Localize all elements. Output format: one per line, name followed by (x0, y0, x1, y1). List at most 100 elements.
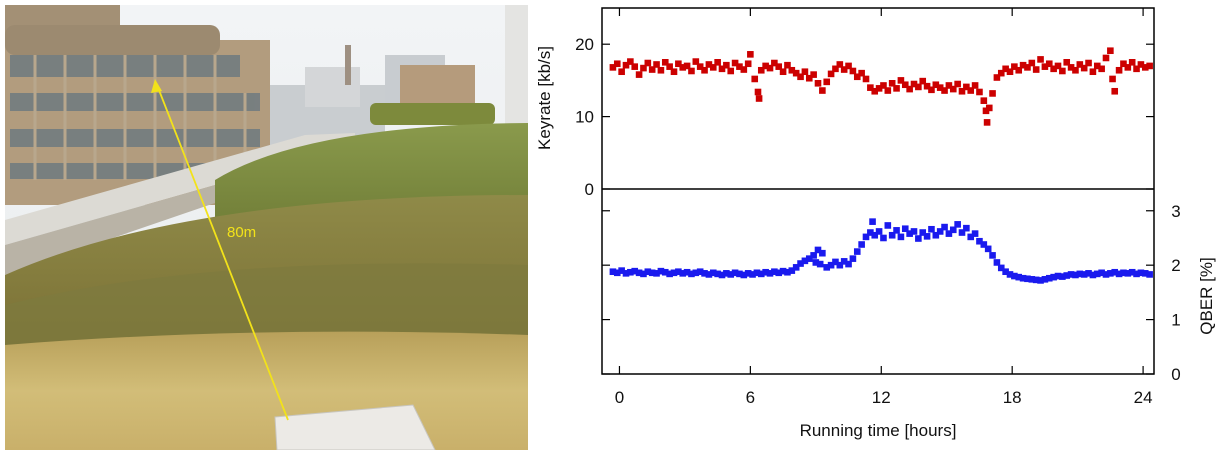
keyrate-point (910, 80, 918, 88)
qber-point (657, 267, 665, 275)
keyrate-point (1115, 66, 1123, 74)
keyrate-point (1076, 61, 1084, 68)
keyrate-point (1006, 68, 1014, 76)
qber-point (788, 267, 796, 274)
qber-point (1002, 268, 1009, 276)
keyrate-point (740, 66, 748, 73)
qber-point (1089, 271, 1097, 279)
qber-point (683, 268, 691, 276)
qber-point (679, 270, 687, 277)
keyrate-point (983, 119, 991, 126)
keyrate-point (1085, 59, 1092, 67)
qber-point (1037, 277, 1044, 284)
keyrate-point (1109, 75, 1116, 83)
qber-point (897, 233, 905, 241)
keyrate-point (1120, 60, 1127, 68)
qber-point (609, 268, 617, 276)
keyrate-point (797, 73, 804, 81)
x-tick-label: 6 (746, 388, 755, 407)
qber-point (810, 252, 817, 259)
keyrate-point (679, 64, 687, 71)
keyrate-point (701, 66, 708, 74)
keyrate-point (609, 64, 617, 71)
qber-tick-label: 2 (1171, 256, 1180, 275)
qber-point (993, 259, 1001, 266)
x-tick-label: 12 (872, 388, 891, 407)
keyrate-point (744, 60, 752, 68)
keyrate-point (827, 70, 835, 78)
qber-tick-label: 0 (1171, 365, 1180, 384)
keyrate-point (779, 68, 787, 76)
grass-near (5, 331, 528, 450)
qber-point (779, 267, 787, 275)
keyrate-axis-label: Keyrate [kb/s] (535, 46, 554, 150)
qber-point (740, 271, 748, 279)
keyrate-point (867, 84, 874, 91)
keyrate-point (919, 77, 927, 85)
qber-point (675, 268, 682, 276)
qber-point (1133, 270, 1140, 278)
qber-point (827, 261, 835, 269)
keyrate-point (805, 74, 813, 82)
qber-point (784, 268, 791, 276)
plot-frame (601, 7, 1155, 375)
qber-point (875, 228, 883, 235)
keyrate-point (775, 63, 783, 70)
qber-point (976, 237, 983, 245)
far-hedge (370, 103, 495, 125)
keyrate-point (1063, 59, 1071, 66)
keyrate-point (936, 84, 944, 91)
keyrate-point (1133, 65, 1140, 73)
keyrate-point (1037, 56, 1044, 63)
keyrate-point (1015, 66, 1023, 74)
qber-point (1115, 270, 1123, 278)
keyrate-point (845, 62, 852, 70)
keyrate-point (915, 83, 922, 91)
keyrate-point (1124, 64, 1132, 71)
keyrate-point (736, 63, 743, 70)
qber-point (757, 270, 765, 278)
qber-point (932, 231, 940, 239)
keyrate-point (1028, 59, 1036, 67)
qber-point (766, 270, 774, 277)
qber-point (971, 230, 979, 237)
keyrate-point (832, 65, 839, 73)
chimney (345, 45, 351, 85)
qber-point (858, 241, 865, 248)
qber-point (622, 270, 630, 277)
distant-building (400, 65, 475, 110)
qber-point (901, 225, 909, 233)
keyrate-point (657, 66, 665, 74)
qber-point (915, 235, 922, 242)
keyrate-point (941, 87, 948, 94)
qber-point (849, 255, 857, 262)
keyrate-point (1011, 63, 1018, 70)
keyrate-point (635, 71, 643, 78)
keyrate-point (784, 61, 791, 69)
keyrate-point (923, 82, 931, 90)
keyrate-point (709, 64, 717, 71)
qber-point (997, 264, 1005, 272)
keyrate-point (613, 60, 621, 68)
keyrate-point (888, 79, 896, 87)
qber-point (906, 230, 913, 237)
pillar (505, 5, 528, 125)
qber-point (1124, 270, 1132, 277)
keyrate-point (1102, 54, 1110, 62)
qber-point (1019, 274, 1027, 282)
qber-point (631, 267, 639, 275)
keyrate-point (631, 63, 639, 70)
keyrate-point (723, 61, 730, 69)
keyrate-point (1137, 61, 1145, 68)
qber-point (923, 233, 931, 240)
keyrate-point (618, 68, 625, 76)
qber-point (744, 270, 752, 277)
qber-point (1146, 271, 1153, 278)
qber-point (832, 258, 839, 266)
qber-point (1059, 273, 1066, 280)
keyrate-point (696, 63, 704, 70)
qber-point (888, 231, 896, 239)
qber-point (989, 252, 996, 259)
keyrate-point (683, 62, 691, 70)
